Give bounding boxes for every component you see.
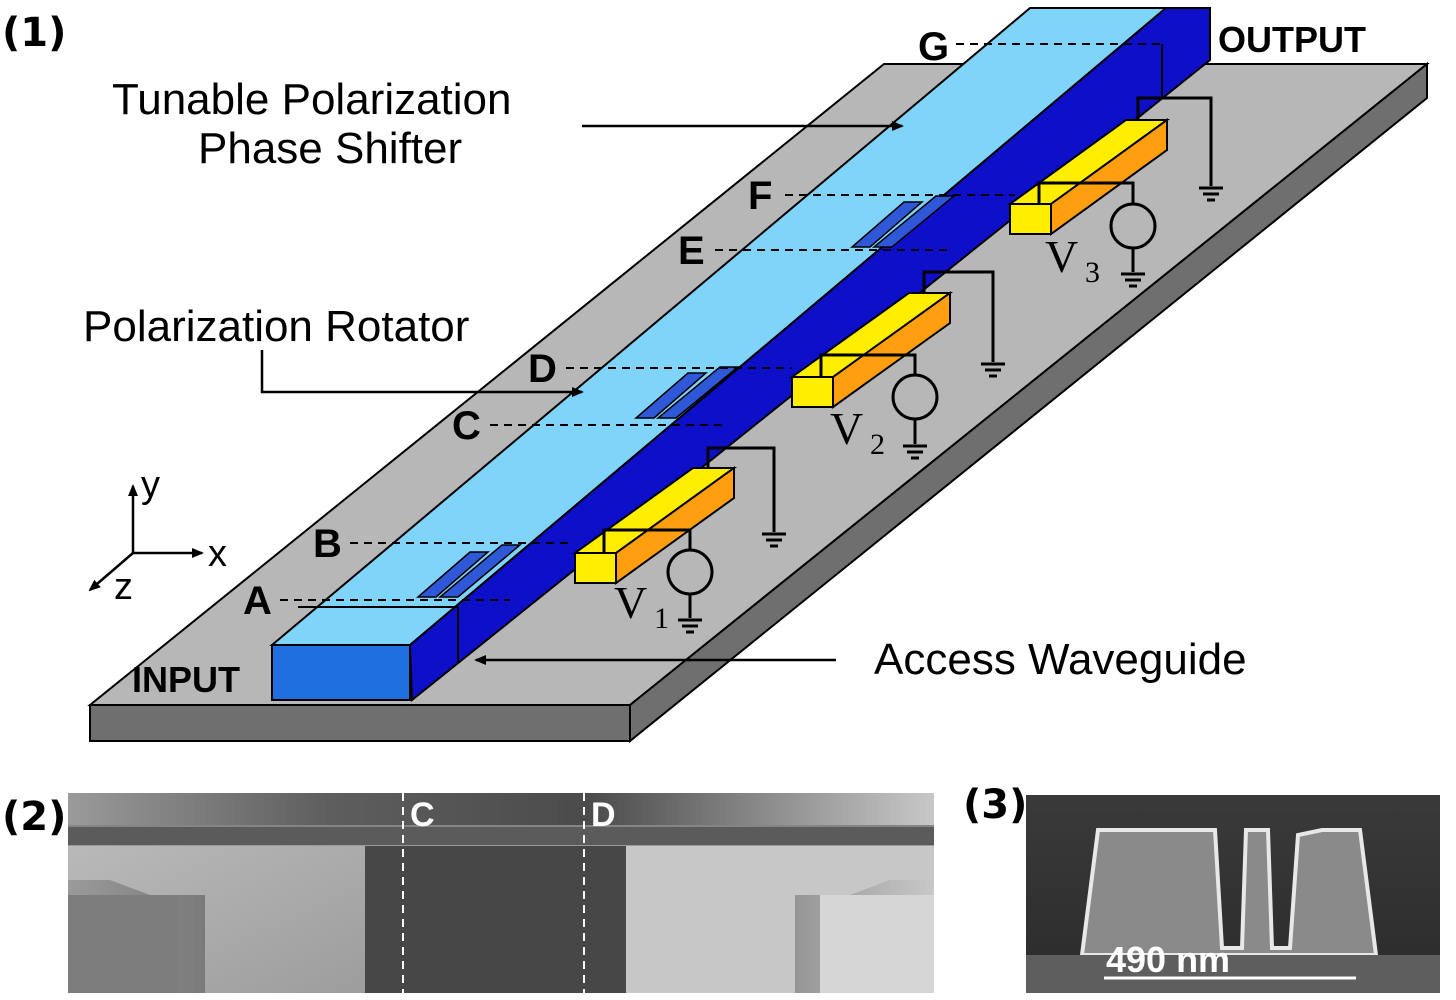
access-waveguide-callout: Access Waveguide (474, 635, 1247, 684)
sem-marker-d-label: D (591, 796, 616, 834)
access-waveguide-label: Access Waveguide (874, 635, 1247, 684)
sem-cross-waveguide-profile (1079, 828, 1379, 957)
wire-source-1 (602, 528, 692, 552)
sem-center-gap (365, 846, 626, 993)
z-axis-arrow (88, 552, 134, 592)
sem-left-pad (68, 846, 365, 993)
voltage-label-1: V 1 (614, 577, 669, 635)
wire-electrode-3-ground (1136, 96, 1213, 186)
ground-symbol-3a (1121, 272, 1145, 288)
voltage-symbol-3: V (1045, 231, 1078, 282)
output-label: OUTPUT (1218, 19, 1366, 60)
circuit-1 (602, 446, 786, 634)
coordinate-axes: y x z (88, 464, 227, 608)
voltage-symbol-2: V (830, 403, 863, 454)
voltage-subscript-3: 3 (1085, 256, 1100, 289)
sem-waveguide-band (68, 826, 934, 846)
panel-1-device-schematic: (1) (2, 7, 1430, 744)
phase-shifter-label-line1: Tunable Polarization (112, 75, 512, 124)
circuit-3 (1037, 96, 1223, 288)
rotator-arrow (260, 350, 584, 397)
marker-g-label: G (918, 25, 949, 69)
voltage-symbol-1: V (614, 577, 647, 628)
voltage-label-3: V 3 (1045, 231, 1100, 289)
circuit-2 (819, 270, 1005, 460)
panel-3-sem-cross-section: (3) 490 nm (963, 782, 1440, 993)
electrode-1 (571, 466, 738, 585)
marker-a-label: A (243, 579, 272, 623)
wire-source-2 (819, 353, 917, 376)
ground-symbol-2a (903, 444, 927, 460)
panel-2-label: (2) (2, 794, 66, 840)
panel-3-label: (3) (963, 782, 1027, 828)
voltage-label-2: V 2 (830, 403, 885, 461)
wire-electrode-1-ground (706, 446, 776, 532)
z-axis-label: z (114, 566, 133, 608)
x-axis-label: x (208, 533, 227, 575)
ground-symbol-1a (678, 618, 702, 634)
panel-1-label: (1) (2, 10, 66, 56)
voltage-subscript-1: 1 (654, 602, 669, 635)
ground-symbol-3b (1199, 186, 1223, 202)
rotator-slot-1b (437, 544, 523, 598)
substrate-front-face (89, 704, 631, 742)
sem-cross-substrate (1026, 955, 1440, 993)
rotator-slot-3a (849, 201, 925, 248)
marker-d-label: D (528, 347, 557, 391)
electrode-2-front (791, 376, 834, 408)
y-axis-label: y (141, 464, 160, 506)
marker-c-label: C (452, 404, 481, 448)
wire-source-3 (1037, 181, 1135, 204)
sem-left-pad-stem (68, 895, 178, 993)
electrode-3-front (1009, 203, 1052, 235)
phase-shifter-label-line2: Phase Shifter (198, 124, 462, 173)
phase-shifter-callout: Tunable Polarization Phase Shifter (112, 75, 904, 173)
rotator-slots (415, 195, 957, 598)
marker-b-label: B (313, 522, 342, 566)
marker-f-label: F (748, 174, 772, 218)
panel-2-sem-top-view: (2) C D (2, 793, 934, 993)
ground-symbol-2b (981, 362, 1005, 378)
rotator-slot-1a (415, 551, 491, 598)
electrode-1-front (574, 552, 617, 584)
sem-right-pad-stem (820, 895, 934, 993)
voltage-subscript-2: 2 (870, 428, 885, 461)
position-markers: A B C D E F G (243, 25, 1162, 623)
input-label: INPUT (132, 659, 240, 700)
waveguide-front-face (271, 644, 411, 701)
sem-right-pad (626, 846, 934, 993)
rotator-label: Polarization Rotator (83, 302, 469, 351)
wire-electrode-2-ground (922, 270, 995, 362)
rotator-callout: Polarization Rotator (83, 302, 584, 397)
scale-bar-label: 490 nm (1106, 939, 1230, 980)
rotator-slot-2a (633, 372, 709, 419)
sem-marker-c-label: C (410, 796, 435, 834)
marker-e-label: E (678, 229, 705, 273)
substrate-right-face (629, 61, 1428, 744)
ground-symbol-1b (762, 532, 786, 548)
